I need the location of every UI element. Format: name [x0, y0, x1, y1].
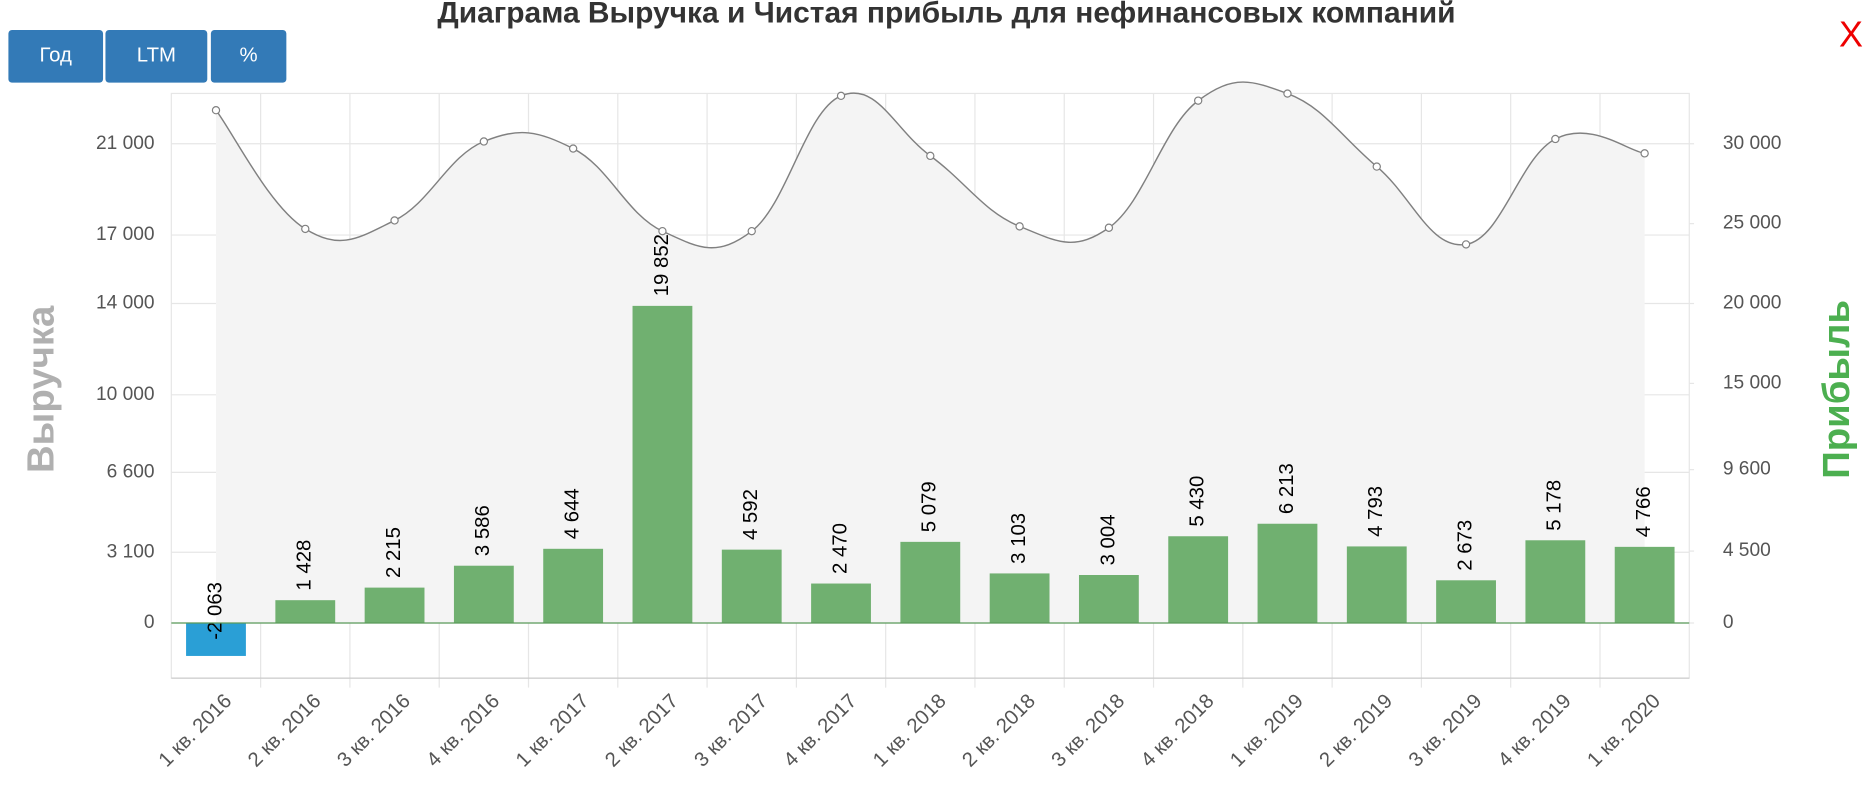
x-tick-label: 1 кв. 2020 — [1583, 690, 1665, 772]
bar — [1525, 540, 1586, 623]
button[interactable] — [210, 29, 287, 83]
point — [1193, 96, 1203, 105]
bar — [1614, 546, 1675, 623]
value-label: 4 644 — [562, 488, 584, 539]
point — [836, 91, 846, 101]
y-tick-label: 3 100 — [107, 541, 155, 562]
button-label[interactable]: % — [240, 45, 258, 67]
point — [479, 137, 489, 146]
x-tick-label: 3 кв. 2019 — [1405, 690, 1487, 772]
bar — [900, 541, 961, 623]
bar — [1346, 546, 1407, 623]
y2-tick-label: 20 000 — [1723, 293, 1782, 314]
point — [1104, 223, 1114, 232]
y-tick-label: 14 000 — [96, 293, 155, 314]
point — [301, 224, 310, 234]
area — [215, 82, 1645, 623]
point — [1640, 149, 1649, 158]
point — [211, 106, 221, 115]
x-tick-label: 4 кв. 2017 — [780, 690, 862, 772]
bar — [811, 583, 871, 623]
y-tick-label: 6 600 — [107, 461, 155, 482]
y2-tick-label: 0 — [1723, 612, 1734, 633]
bar — [989, 573, 1050, 623]
bar — [364, 587, 425, 623]
bar — [543, 548, 604, 623]
point — [747, 226, 756, 236]
bar — [632, 305, 693, 623]
chart-title: Диаграма Выручка и Чистая прибыль для не… — [437, 0, 1455, 29]
y2-tick-label: 30 000 — [1723, 133, 1782, 154]
y-tick-label: 21 000 — [96, 133, 155, 154]
value-label: 3 004 — [1097, 514, 1119, 565]
y2-tick-label: 25 000 — [1723, 213, 1782, 234]
button[interactable] — [105, 29, 208, 83]
point — [568, 144, 578, 153]
value-label: 5 079 — [919, 481, 941, 532]
bar — [275, 600, 336, 623]
button-label[interactable]: LTM — [137, 45, 176, 67]
x-tick-label: 3 кв. 2018 — [1048, 690, 1130, 772]
value-label: 19 852 — [651, 234, 673, 296]
x-tick-label: 2 кв. 2017 — [601, 690, 683, 772]
value-label: 5 430 — [1187, 476, 1209, 527]
value-label: 2 673 — [1454, 520, 1476, 571]
y-tick-label: 17 000 — [96, 224, 155, 245]
x-tick-label: 1 кв. 2017 — [512, 690, 594, 772]
x-tick-label: 2 кв. 2018 — [958, 690, 1040, 772]
value-label: 4 793 — [1365, 486, 1387, 537]
x-tick-label: 1 кв. 2019 — [1226, 690, 1308, 772]
x-tick-label: 2 кв. 2016 — [244, 690, 326, 772]
y-tick-label: 10 000 — [96, 384, 155, 405]
bar — [1078, 575, 1139, 623]
x-tick-label: 1 кв. 2018 — [869, 690, 951, 772]
point — [658, 226, 667, 236]
value-label: 4 766 — [1633, 486, 1655, 537]
x-tick-label: 3 кв. 2017 — [691, 690, 773, 772]
bar — [186, 622, 246, 656]
value-label: 2 470 — [829, 523, 851, 574]
close-button[interactable]: X — [1839, 14, 1863, 55]
value-label: 1 428 — [294, 540, 316, 591]
button-label[interactable]: Год — [40, 45, 73, 67]
y2-tick-label: 4 500 — [1723, 540, 1771, 561]
value-label: -2 063 — [204, 582, 226, 640]
value-label: 2 215 — [383, 527, 405, 578]
value-label: 5 178 — [1544, 480, 1566, 531]
y2-axis-title: Прибыль — [1815, 300, 1858, 479]
point — [1283, 89, 1292, 98]
y-tick-label: 0 — [144, 612, 155, 633]
x-tick-label: 4 кв. 2018 — [1137, 690, 1219, 772]
point — [1372, 162, 1381, 171]
bar — [1436, 580, 1496, 623]
value-label: 3 103 — [1008, 513, 1030, 564]
value-label: 3 586 — [472, 505, 494, 556]
x-tick-label: 2 кв. 2019 — [1316, 690, 1398, 772]
bar — [1168, 536, 1229, 623]
y2-tick-label: 15 000 — [1723, 372, 1782, 393]
point — [1551, 134, 1560, 144]
x-tick-label: 4 кв. 2016 — [423, 690, 505, 772]
y-axis-title: Выручка — [19, 305, 62, 473]
x-tick-label: 1 кв. 2016 — [155, 690, 237, 772]
x-tick-label: 3 кв. 2016 — [333, 690, 415, 772]
y2-tick-label: 9 600 — [1723, 459, 1771, 480]
button[interactable] — [8, 29, 104, 83]
bar — [721, 549, 782, 623]
bar — [1257, 523, 1318, 623]
point — [1015, 222, 1024, 231]
value-label: 4 592 — [740, 489, 762, 540]
bar — [453, 565, 514, 623]
value-label: 6 213 — [1276, 463, 1298, 514]
point — [390, 216, 399, 225]
x-tick-label: 4 кв. 2019 — [1494, 690, 1576, 772]
point — [926, 151, 935, 161]
point — [1461, 240, 1471, 249]
